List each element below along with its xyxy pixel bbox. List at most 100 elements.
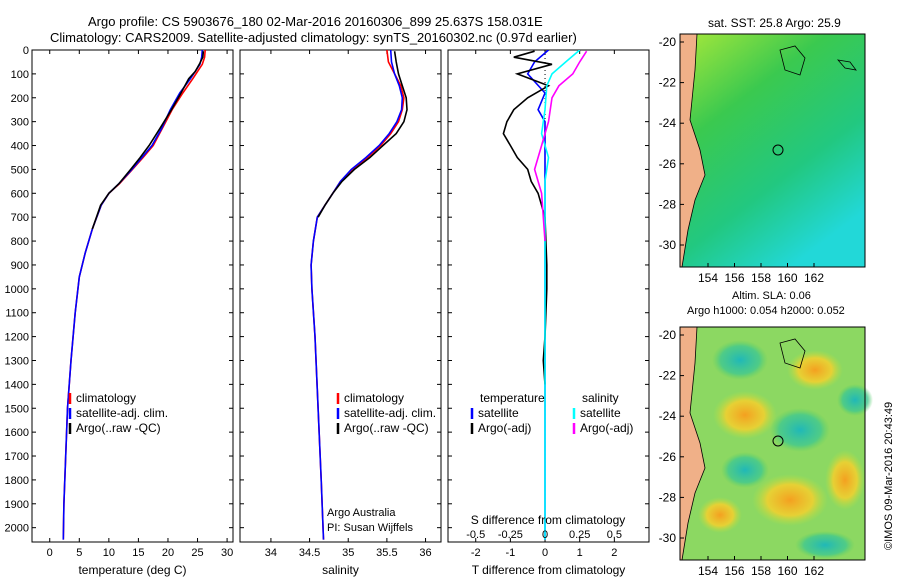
x2-tick-label: 0.5 <box>607 529 622 541</box>
x-tick-label: 34.5 <box>299 547 320 559</box>
map-lon-tick-label: 162 <box>804 564 824 578</box>
legend-label: satellite <box>580 406 621 420</box>
sst-float-marker <box>772 144 784 156</box>
x-tick-label: 35.5 <box>376 547 397 559</box>
legend-label: Argo(-adj) <box>580 421 633 435</box>
map-lat-tick-label: -20 <box>659 328 677 342</box>
map-lon-tick-label: 156 <box>724 564 744 578</box>
x-tick-label: 2 <box>611 547 617 559</box>
sst-title: sat. SST: 25.8 Argo: 25.9 <box>708 16 841 30</box>
legend-heading-temperature: temperature <box>480 391 545 405</box>
legend-label: climatology <box>344 391 404 405</box>
sla-title-1: Altim. SLA: 0.06 <box>732 290 811 302</box>
sla-land <box>680 327 705 560</box>
map-lat-tick-label: -22 <box>659 369 677 383</box>
sla-frame <box>679 326 866 561</box>
legend-heading-salinity: salinity <box>582 391 619 405</box>
y-tick-label: 1200 <box>5 332 29 344</box>
x-tick-label: -2 <box>471 547 481 559</box>
y-tick-label: 400 <box>11 141 29 153</box>
y-tick-label: 100 <box>11 69 29 81</box>
x-tick-label: 20 <box>162 547 174 559</box>
series-line-temperature-argo-adj- <box>502 50 553 385</box>
series-line-temperature-satellite <box>526 50 550 540</box>
map-lat-tick-label: -26 <box>659 157 677 171</box>
sla-coastline <box>681 326 706 561</box>
header-line-2: Climatology: CARS2009. Satellite-adjuste… <box>50 30 577 45</box>
map-lat-tick-label: -20 <box>659 35 677 49</box>
difference-panel: -2 -1 0 1 2 T difference from climatology -0.5… <box>447 49 650 577</box>
legend-label: Argo(..raw -QC) <box>76 421 161 435</box>
map-lat-tick-label: -24 <box>659 409 677 423</box>
x-tick-label: 1 <box>577 547 583 559</box>
map-lon-tick-label: 160 <box>777 271 797 285</box>
sst-coastline <box>681 33 706 268</box>
map-lon-tick-label: 160 <box>777 564 797 578</box>
x-tick-label: 25 <box>191 547 203 559</box>
x-tick-label: 35 <box>342 547 354 559</box>
y-tick-label: 700 <box>11 212 29 224</box>
map-lat-tick-label: -30 <box>659 531 677 545</box>
x2-axis-label: S difference from climatology <box>471 513 626 527</box>
y-tick-label: 1700 <box>5 451 29 463</box>
sla-map <box>679 326 873 561</box>
series-line-salinity-satellite <box>540 50 581 540</box>
legend-label: satellite-adj. clim. <box>76 406 168 420</box>
y-tick-label: 200 <box>11 93 29 105</box>
map-lon-tick-label: 158 <box>751 564 771 578</box>
y-tick-label: 0 <box>23 45 29 57</box>
x-tick-label: -1 <box>505 547 515 559</box>
y-tick-label: 1900 <box>5 499 29 511</box>
plot-frame <box>447 49 650 543</box>
sla-title-2: Argo h1000: 0.054 h2000: 0.052 <box>687 305 845 317</box>
legend-label: satellite-adj. clim. <box>344 406 436 420</box>
x-axis-label: temperature (deg C) <box>78 563 186 577</box>
sst-land <box>680 34 705 267</box>
map-lon-tick-label: 158 <box>751 271 771 285</box>
x-tick-label: 15 <box>132 547 144 559</box>
x-tick-label: 5 <box>76 547 82 559</box>
y-tick-label: 1500 <box>5 403 29 415</box>
x-tick-label: 0 <box>542 547 548 559</box>
plot-frame <box>31 49 234 543</box>
note-argo-australia: Argo Australia <box>327 507 396 519</box>
y-tick-label: 500 <box>11 164 29 176</box>
series-line-satellite-adj-clim- <box>310 50 404 540</box>
sla-reef-contour <box>779 338 806 369</box>
map-lat-tick-label: -28 <box>659 197 677 211</box>
y-tick-label: 1400 <box>5 379 29 391</box>
plot-frame <box>239 49 442 543</box>
map-lat-tick-label: -30 <box>659 238 677 252</box>
series-group <box>502 50 588 540</box>
map-lat-tick-label: -22 <box>659 76 677 90</box>
legend-label: Argo(..raw -QC) <box>344 421 429 435</box>
header-line-1: Argo profile: CS 5903676_180 02-Mar-2016… <box>88 14 543 29</box>
x2-tick-label: 0.25 <box>569 529 590 541</box>
series-line-argo-raw-qc- <box>317 51 408 218</box>
x2-tick-label: -0.25 <box>498 529 523 541</box>
x-tick-label: 36 <box>419 547 431 559</box>
x2-tick-label: 0 <box>542 529 548 541</box>
map-lon-tick-label: 154 <box>698 271 718 285</box>
map-ticks: -20 -22 -24 -26 -28 -30 154 156 158 160 162 -20 -22 -… <box>659 35 825 578</box>
sla-float-marker <box>772 435 784 447</box>
series-line-salinity-argo-adj- <box>533 50 588 242</box>
sst-map <box>679 33 866 268</box>
map-lat-tick-label: -24 <box>659 116 677 130</box>
y-tick-label: 600 <box>11 188 29 200</box>
x-axis-label: T difference from climatology <box>472 563 626 577</box>
sst-reef-contour <box>779 45 806 76</box>
x-tick-label: 30 <box>221 547 233 559</box>
x-axis-label: salinity <box>322 563 359 577</box>
map-lat-tick-label: -26 <box>659 450 677 464</box>
map-lon-tick-label: 162 <box>804 271 824 285</box>
y-tick-label: 800 <box>11 236 29 248</box>
series-group <box>62 50 206 540</box>
x-tick-label: 0 <box>47 547 53 559</box>
y-tick-label: 1800 <box>5 475 29 487</box>
x-tick-label: 10 <box>103 547 115 559</box>
y-tick-label: 1300 <box>5 355 29 367</box>
series-line-argo-raw-qc- <box>91 51 205 230</box>
x2-tick-label: -0.5 <box>466 529 485 541</box>
sst-island-contour <box>836 59 857 71</box>
